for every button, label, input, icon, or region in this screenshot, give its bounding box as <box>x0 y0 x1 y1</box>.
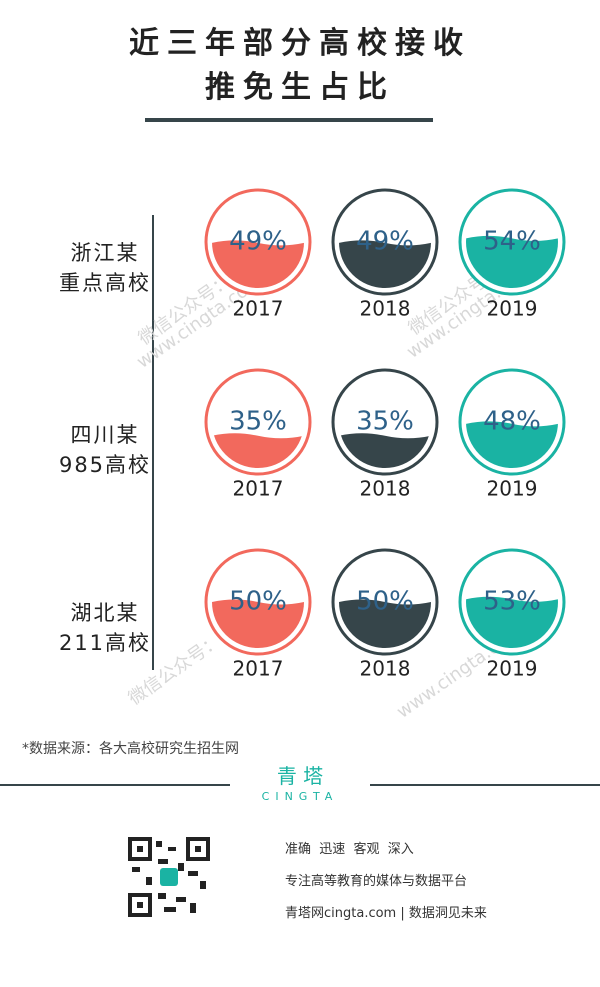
footer-rule <box>0 784 230 786</box>
category-label: 湖北某 211高校 <box>58 601 152 655</box>
value-label: 48% <box>483 407 541 437</box>
value-label: 50% <box>356 587 414 617</box>
tagline: 专注高等教育的媒体与数据平台 <box>285 874 468 889</box>
category-label: 四川某 985高校 <box>58 423 152 477</box>
value-label: 35% <box>356 407 414 437</box>
divider <box>152 215 154 670</box>
value-label: 54% <box>483 227 541 257</box>
year-label: 2018 <box>360 297 411 321</box>
year-label: 2019 <box>487 657 538 681</box>
value-label: 49% <box>229 227 287 257</box>
gauge-fill <box>466 421 558 468</box>
brand-en: CINGTA <box>261 790 339 803</box>
brand: 青 塔 <box>276 764 324 788</box>
year-label: 2019 <box>487 297 538 321</box>
gauge-fill <box>339 433 431 468</box>
value-label: 35% <box>229 407 287 437</box>
value-label: 53% <box>483 587 541 617</box>
gauge-fill <box>339 599 431 648</box>
site: 青塔网cingta.com | 数据洞见未来 <box>285 906 487 921</box>
gauge-fill <box>212 433 304 468</box>
gauge-fill <box>339 240 431 288</box>
gauge-fill <box>212 599 304 648</box>
value-label: 49% <box>356 227 414 257</box>
year-label: 2018 <box>360 657 411 681</box>
chart-title: 近三年部分高校接收 推免生占比 <box>129 26 471 105</box>
year-label: 2017 <box>233 297 284 321</box>
year-label: 2017 <box>233 477 284 501</box>
qr-code <box>128 837 210 917</box>
gauge-fill <box>466 235 558 288</box>
gauge-fill <box>212 240 304 288</box>
year-label: 2018 <box>360 477 411 501</box>
category-label: 浙江某 重点高校 <box>59 241 151 295</box>
year-label: 2019 <box>487 477 538 501</box>
value-label: 50% <box>229 587 287 617</box>
title-underline <box>145 118 433 122</box>
gauge-fill <box>466 596 558 648</box>
source-note: *数据来源：各大高校研究生招生网 <box>22 741 239 757</box>
footer-rule <box>370 784 600 786</box>
slogan: 准确 迅速 客观 深入 <box>285 842 414 857</box>
year-label: 2017 <box>233 657 284 681</box>
